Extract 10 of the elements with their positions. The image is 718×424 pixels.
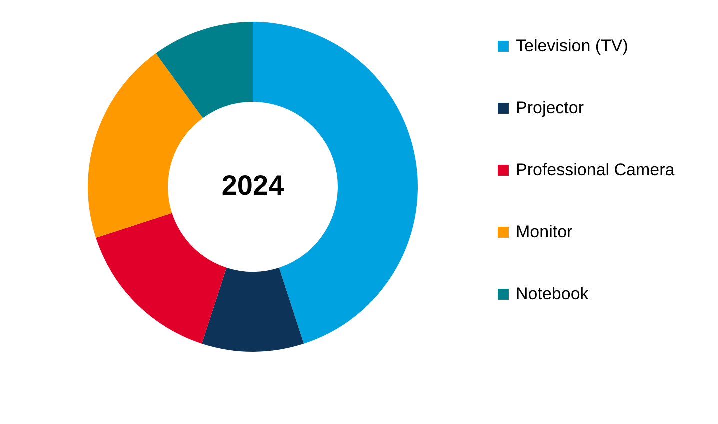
donut-slice bbox=[96, 213, 227, 344]
legend-label: Projector bbox=[516, 98, 584, 118]
legend-label: Monitor bbox=[516, 222, 574, 242]
donut-slice bbox=[202, 268, 304, 352]
text: 2024 bbox=[222, 170, 285, 201]
legend-label: Notebook bbox=[516, 284, 590, 304]
donut-slice bbox=[156, 22, 253, 118]
donut-slice bbox=[88, 54, 204, 238]
legend-label: Professional Camera bbox=[516, 160, 676, 180]
legend-label: Television (TV) bbox=[516, 36, 628, 56]
